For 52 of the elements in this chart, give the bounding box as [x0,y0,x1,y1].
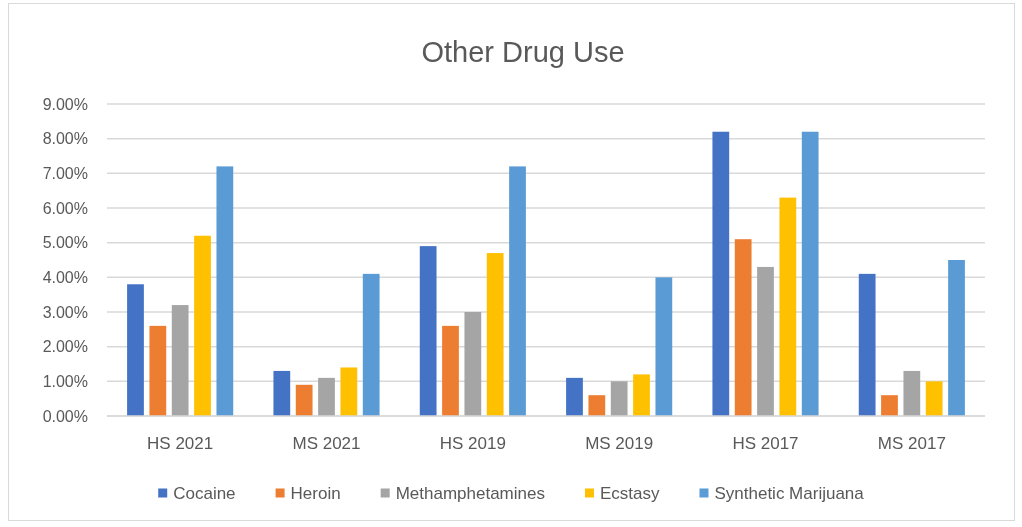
bar [712,131,730,416]
bar [442,325,459,416]
x-tick-label: MS 2019 [585,433,654,453]
bar [509,166,526,416]
bar [464,312,482,416]
x-tick-label: HS 2021 [147,433,214,453]
y-tick-label: 0.00% [42,407,88,425]
bar [149,325,167,416]
x-tick-label: MS 2021 [292,433,361,453]
bar [362,273,380,416]
bar [779,197,797,416]
legend-label: Ecstasy [599,483,660,503]
y-tick-label: 9.00% [42,95,88,113]
x-tick-label: HS 2019 [439,433,506,453]
bar [633,374,650,416]
bar [194,235,211,416]
y-tick-label: 8.00% [42,130,88,148]
bar [419,246,437,416]
bar [757,266,774,416]
legend-label: Heroin [290,483,341,503]
bar [801,131,819,416]
bar [127,284,144,416]
x-tick-label: MS 2017 [877,433,946,453]
bar [295,384,313,416]
bar [566,377,583,416]
bar [881,395,898,416]
chart-title: Other Drug Use [421,36,625,69]
y-tick-label: 5.00% [42,234,88,252]
bar [948,260,965,416]
bar [925,381,943,416]
y-tick-label: 4.00% [42,268,88,286]
y-tick-label: 7.00% [42,164,88,182]
y-tick-label: 6.00% [42,199,88,217]
bar [655,277,673,416]
y-tick-label: 1.00% [42,372,88,390]
bar [340,367,358,416]
bar [858,273,876,416]
legend-label: Synthetic Marijuana [714,483,865,503]
bar [610,381,628,416]
bar [318,377,335,416]
bar [216,166,234,416]
bar [903,370,921,416]
bar [273,370,291,416]
bar [171,305,189,416]
legend-label: Methamphetamines [395,483,545,503]
y-tick-label: 3.00% [42,303,88,321]
x-tick-label: HS 2017 [732,433,799,453]
y-tick-label: 2.00% [42,338,88,356]
bar [734,239,752,416]
bar [486,253,504,416]
bar [588,395,606,416]
legend-label: Cocaine [173,483,236,503]
